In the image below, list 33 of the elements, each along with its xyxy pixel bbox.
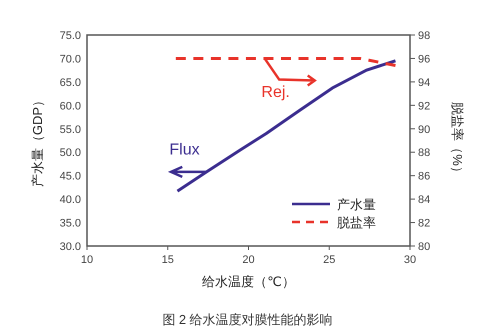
y-tick-label: 45.0	[60, 170, 81, 183]
x-tick-label: 15	[162, 254, 174, 266]
y2-tick-label: 92	[418, 100, 430, 112]
y-tick-label: 35.0	[60, 218, 81, 230]
y-tick-label: 60.0	[60, 100, 81, 112]
y-axis-title: 产水量（GDP）	[30, 94, 45, 188]
legend-label: 脱盐率	[337, 215, 376, 230]
y-tick-label: 65.0	[60, 76, 81, 89]
y-tick-label: 75.0	[60, 30, 81, 42]
x-tick-label: 10	[80, 254, 94, 266]
legend-label: 产水量	[337, 197, 376, 212]
y2-tick-label: 94	[418, 76, 430, 89]
x-tick-label: 25	[323, 254, 336, 266]
y-tick-label: 40.0	[60, 194, 81, 206]
y-tick-label: 30.0	[60, 241, 81, 253]
x-tick-label: 20	[242, 254, 255, 266]
y2-tick-label: 82	[418, 218, 430, 230]
x-axis-title: 给水温度（℃）	[202, 274, 295, 289]
x-tick-label: 30	[404, 254, 416, 266]
y-tick-label: 70.0	[60, 53, 81, 66]
y2-axis-title: 脱盐率（%）	[450, 102, 465, 179]
y2-tick-label: 80	[418, 241, 430, 253]
y2-tick-label: 90	[418, 124, 430, 136]
y2-tick-label: 96	[418, 53, 430, 66]
y2-tick-label: 86	[418, 170, 430, 183]
y2-tick-label: 88	[418, 147, 430, 160]
caption: 图 2 给水温度对膜性能的影响	[162, 312, 333, 327]
annotation: Flux	[169, 142, 200, 159]
y2-tick-label: 84	[418, 194, 430, 206]
y-tick-label: 50.0	[60, 147, 81, 160]
annotation: Rej.	[261, 84, 290, 102]
y2-tick-label: 98	[418, 30, 430, 42]
y-tick-label: 55.0	[60, 124, 81, 136]
